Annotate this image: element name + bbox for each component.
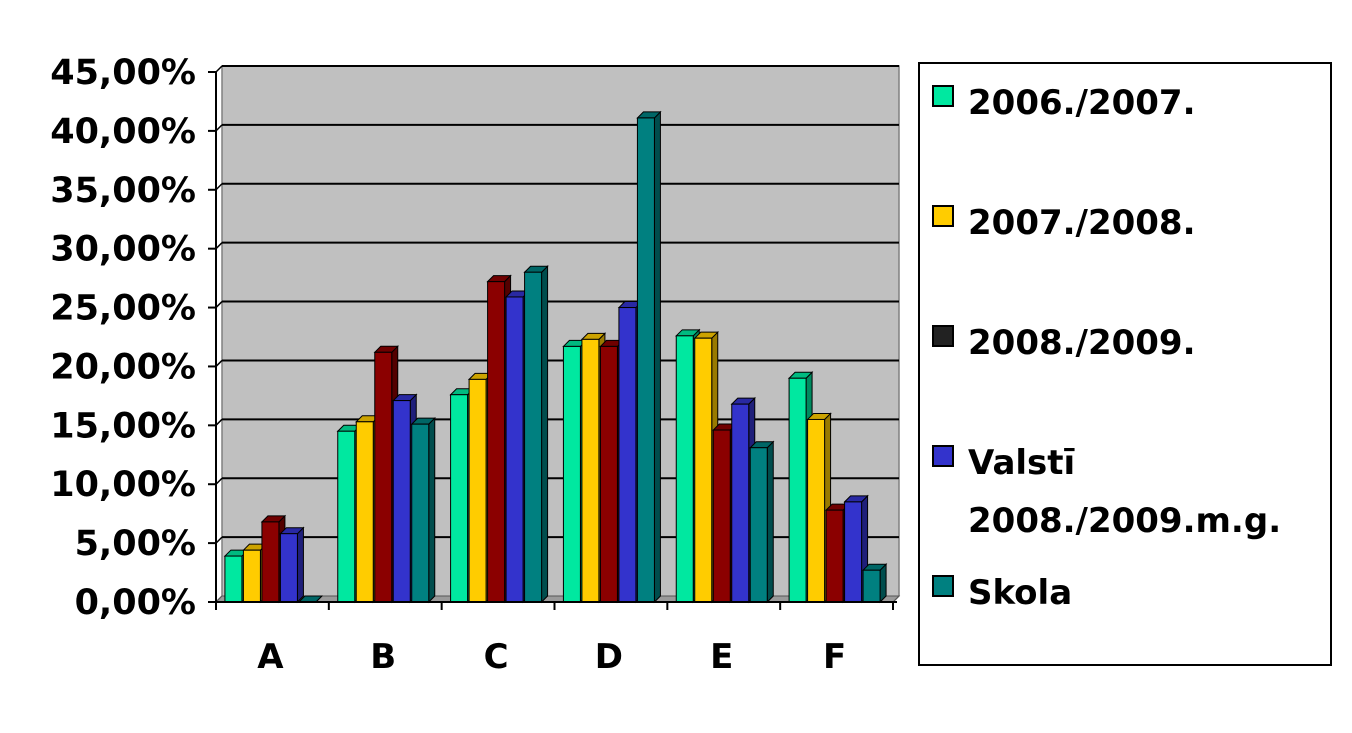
legend-entry: Skola [932,564,1072,622]
bar-D-series-5 [636,110,662,604]
x-axis-category-labels: A B C D E F [257,637,846,677]
x-category-label: D [595,637,623,677]
axes [208,71,897,610]
legend-label: 2007./2008. [968,203,1196,243]
bar-F-series-5 [861,562,888,604]
bar-C-series-5 [523,265,549,604]
legend-swatch [932,205,954,227]
x-category-label: B [370,637,396,677]
gridline-diagonal [215,65,223,73]
y-tick-label: 20,00% [50,347,196,387]
legend-label: 2008./2009. [968,323,1196,363]
x-category-label: F [823,637,846,677]
y-tick-label: 45,00% [50,53,196,93]
legend-label: 2006./2007. [968,83,1196,123]
x-category-label: C [484,637,509,677]
x-category-label: A [257,637,284,677]
legend-entry: 2008./2009. [932,314,1196,372]
y-tick-label: 35,00% [50,171,196,211]
legend-label: Skola [968,573,1073,613]
legend-swatch [932,325,954,347]
y-tick-label: 10,00% [50,465,196,505]
y-tick-label: 30,00% [50,230,196,270]
legend-entry: 2006./2007. [932,74,1196,132]
y-tick-label: 40,00% [50,112,196,152]
y-tick-label: 25,00% [50,289,196,329]
y-axis-tick-labels: 0,00% 5,00% 10,00% 15,00% 20,00% 25,00% 30,00%… [50,53,196,623]
y-tick-label: 15,00% [50,406,196,446]
legend-entry: 2007./2008. [932,194,1196,252]
legend-entry: Valstī 2008./2009.m.g. [932,434,1281,550]
legend-swatch [932,85,954,107]
bar-E-series-5 [749,440,775,604]
legend-label: Valstī 2008./2009.m.g. [968,443,1282,541]
x-category-label: E [710,637,733,677]
legend-swatch [932,575,954,597]
gridlines [215,65,899,544]
bar-A-series-4 [279,526,305,604]
bars [223,110,888,604]
legend: 2006./2007. 2007./2008. 2008./2009. Valstī … [918,62,1332,666]
bar-B-series-5 [410,416,436,604]
legend-swatch [932,445,954,467]
y-tick-label: 0,00% [75,583,196,623]
y-tick-label: 5,00% [75,524,196,564]
